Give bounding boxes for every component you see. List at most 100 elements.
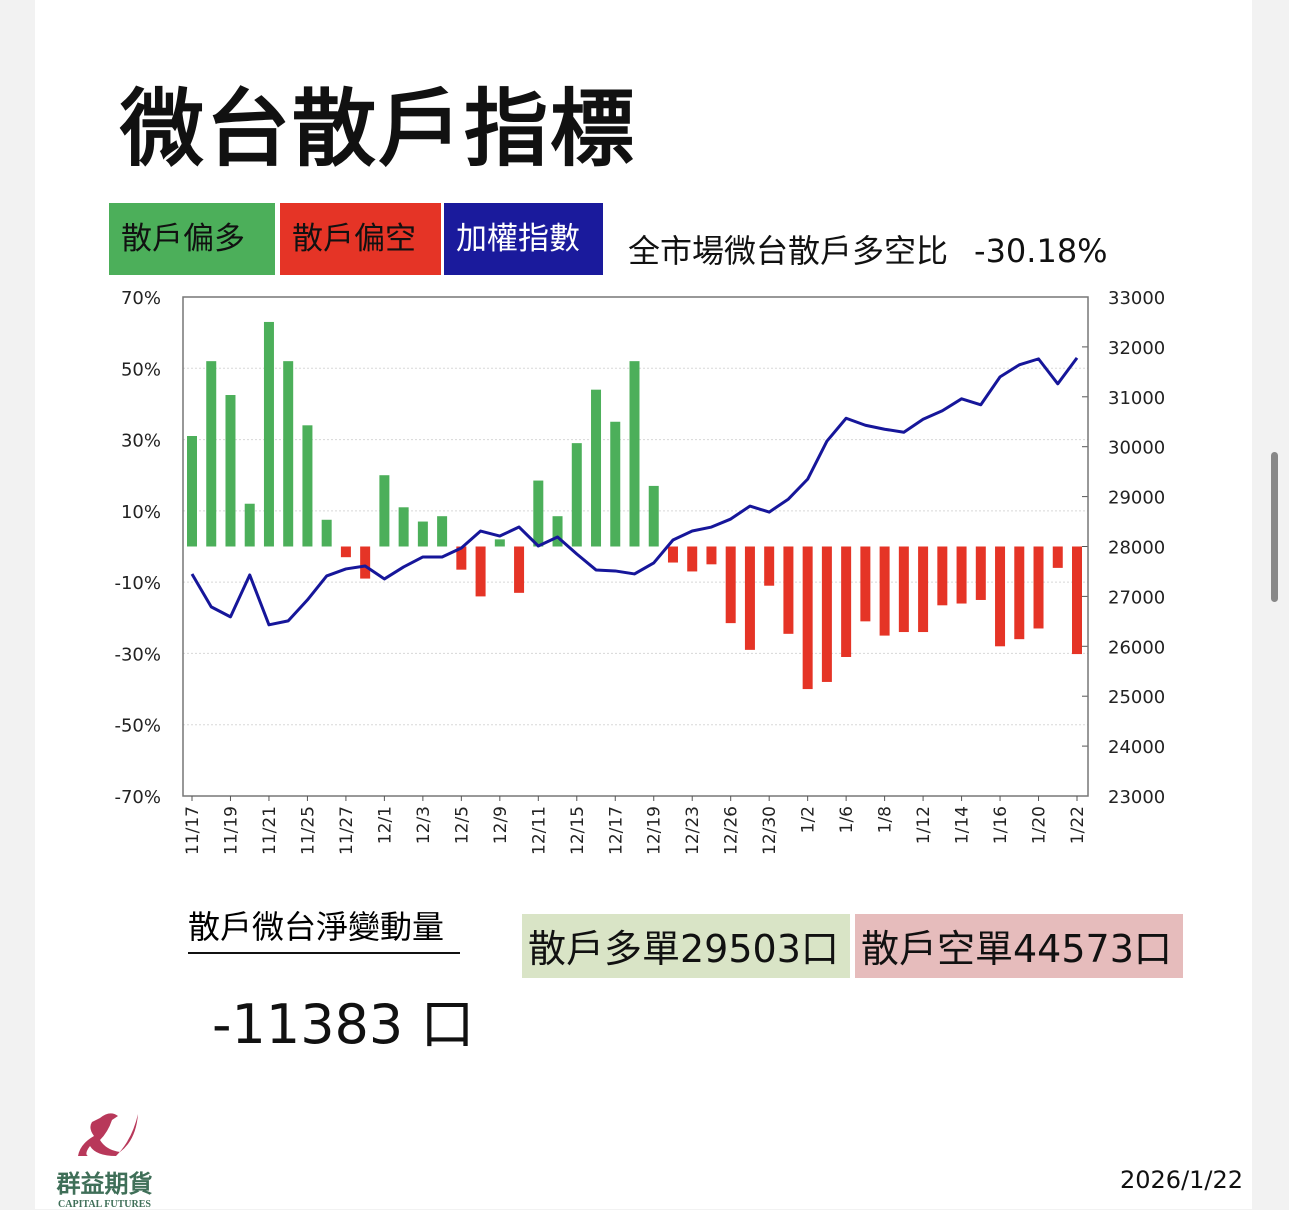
net-change-label: 散戶微台淨變動量	[188, 902, 460, 954]
chart: 70% 50% 30% 10% -10% -30% -50% -70% 33000 32000 31…	[114, 288, 1165, 855]
bar-long	[398, 507, 409, 547]
right-tick-label: 28000	[1108, 538, 1165, 559]
bar-long	[187, 436, 197, 547]
x-tick-label: 1/12	[914, 806, 934, 844]
right-tick-label: 29000	[1108, 488, 1165, 509]
x-tick-label: 11/19	[221, 806, 241, 855]
bar-short	[937, 546, 948, 606]
right-tick-label: 27000	[1108, 587, 1165, 608]
right-tick-label: 33000	[1108, 288, 1165, 309]
bar-short	[821, 546, 832, 682]
bar-short	[783, 546, 794, 634]
x-tick-label: 12/9	[491, 806, 511, 844]
bar-short	[764, 546, 775, 586]
bar-short	[514, 546, 525, 593]
x-tick-label: 12/11	[529, 806, 549, 855]
bar-long	[494, 539, 505, 547]
right-tick-label: 26000	[1108, 637, 1165, 658]
x-tick-label: 1/14	[953, 806, 973, 844]
x-tick-label: 11/21	[260, 806, 280, 855]
right-tick-label: 31000	[1108, 388, 1165, 409]
x-tick-label: 12/1	[375, 806, 395, 844]
bar-short	[995, 546, 1006, 647]
left-tick-label: 70%	[121, 288, 161, 309]
bar-long	[206, 361, 217, 547]
bar-short	[1033, 546, 1044, 629]
x-tick-label: 12/19	[645, 806, 665, 855]
right-tick-label: 23000	[1108, 787, 1165, 808]
retail-short-orders: 散戶空單44573口	[855, 914, 1183, 978]
bar-long	[283, 361, 294, 547]
capital-futures-logo: 群益期貨 CAPITAL FUTURES	[52, 1110, 157, 1210]
right-tick-label: 24000	[1108, 737, 1165, 758]
eagle-logo-icon	[77, 1113, 138, 1156]
bar-long	[321, 519, 332, 547]
left-tick-label: 10%	[121, 502, 161, 523]
bar-long	[417, 521, 428, 547]
bar-long	[437, 516, 448, 547]
bar-short	[1072, 546, 1082, 655]
bar-short	[841, 546, 852, 657]
bar-long	[244, 503, 255, 547]
net-change-value: -11383 口	[212, 993, 475, 1056]
x-tick-label: 11/17	[183, 806, 203, 855]
ratio-value: -30.18%	[974, 232, 1108, 270]
left-tick-label: -30%	[114, 644, 161, 665]
logo-name: 群益期貨	[56, 1169, 153, 1198]
legend-weighted-index: 加權指數	[444, 203, 603, 275]
x-tick-label: 12/23	[683, 806, 703, 855]
x-tick-label: 1/8	[876, 806, 896, 833]
x-tick-label: 12/17	[606, 806, 626, 855]
page-title: 微台散戶指標	[120, 80, 637, 178]
retail-long-orders: 散戶多單29503口	[522, 914, 850, 978]
bar-long	[225, 395, 236, 547]
bar-short	[918, 546, 929, 633]
index-line	[190, 356, 1079, 627]
bar-short	[860, 546, 871, 622]
x-tick-label: 12/3	[414, 806, 434, 844]
bar-short	[1014, 546, 1025, 640]
left-tick-label: 50%	[121, 359, 161, 380]
bar-long	[302, 425, 313, 547]
x-tick-label: 12/26	[722, 806, 742, 855]
right-tick-label: 30000	[1108, 438, 1165, 459]
bar-short	[725, 546, 736, 624]
left-tick-label: -70%	[114, 787, 161, 808]
bar-long	[263, 321, 274, 547]
bar-long	[533, 480, 544, 547]
bar-long	[591, 389, 602, 547]
bar-long	[629, 361, 640, 547]
right-tick-label: 25000	[1108, 687, 1165, 708]
bar-short	[687, 546, 698, 572]
x-tick-label: 12/5	[452, 806, 472, 844]
ratio-label: 全市場微台散戶多空比	[628, 232, 949, 270]
bar-short	[744, 546, 755, 650]
x-tick-label: 1/20	[1030, 806, 1050, 844]
bar-short	[1052, 546, 1063, 568]
plot-frame	[182, 296, 1089, 797]
left-tick-label: -50%	[114, 716, 161, 737]
x-tick-label: 11/27	[337, 806, 357, 855]
bar-long	[610, 421, 621, 547]
x-tick-label: 1/2	[799, 806, 819, 833]
left-tick-label: -10%	[114, 573, 161, 594]
x-tick-label: 11/25	[298, 806, 318, 855]
bar-long	[379, 475, 390, 547]
bar-short	[975, 546, 986, 600]
bar-long	[648, 485, 659, 547]
x-tick-label: 1/22	[1068, 806, 1088, 844]
scrollbar[interactable]	[1271, 452, 1278, 602]
bar-short	[340, 546, 351, 558]
left-tick-label: 30%	[121, 431, 161, 452]
bar-short	[898, 546, 909, 633]
bar-short	[456, 546, 467, 570]
logo-sub: CAPITAL FUTURES	[58, 1199, 151, 1210]
bar-short	[802, 546, 813, 690]
bar-long	[571, 443, 582, 547]
report-page	[35, 0, 1252, 1209]
x-tick-label: 12/15	[568, 806, 588, 855]
report-date: 2026/1/22	[1120, 1166, 1244, 1194]
bar-short	[475, 546, 486, 597]
right-tick-label: 32000	[1108, 338, 1165, 359]
x-tick-label: 12/30	[760, 806, 780, 855]
